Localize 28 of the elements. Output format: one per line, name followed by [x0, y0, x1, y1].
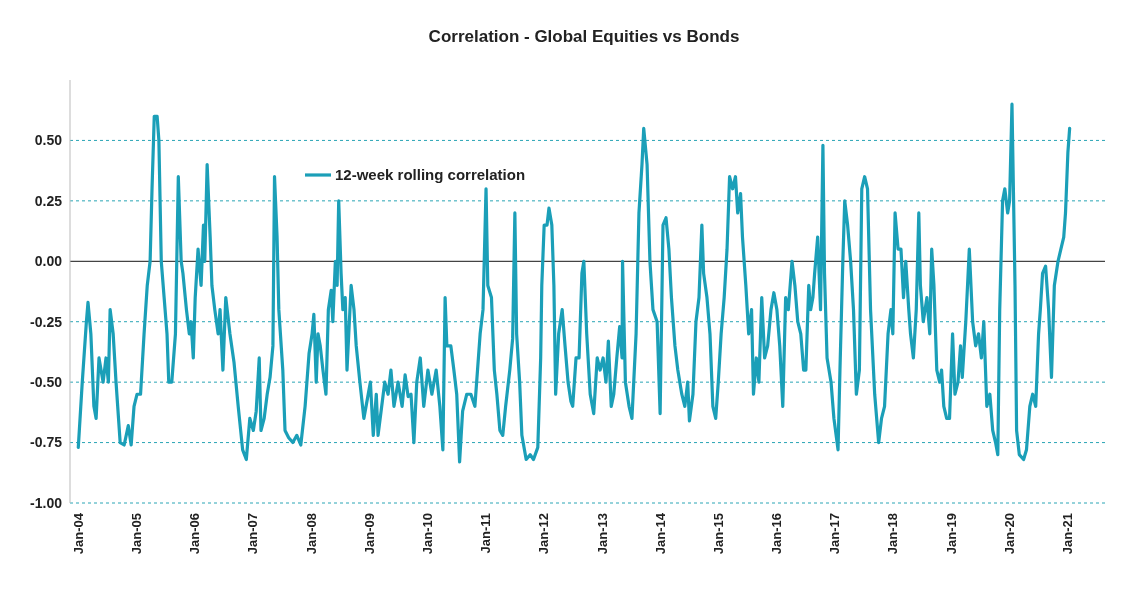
- x-tick-label: Jan-14: [652, 512, 668, 555]
- x-tick-label: Jan-15: [710, 513, 726, 555]
- x-tick-label: Jan-08: [303, 513, 319, 555]
- y-tick-label: 0.00: [34, 253, 63, 270]
- x-tick-label: Jan-20: [1001, 513, 1017, 555]
- x-tick-label: Jan-16: [768, 513, 784, 555]
- y-tick-label: -1.00: [30, 494, 63, 511]
- x-tick-label: Jan-09: [361, 513, 377, 555]
- y-tick-label: -0.25: [30, 313, 63, 330]
- x-tick-label: Jan-06: [187, 513, 203, 555]
- x-tick-label: Jan-11: [478, 513, 494, 554]
- x-tick-label: Jan-05: [129, 513, 145, 555]
- x-tick-label: Jan-18: [885, 513, 901, 555]
- x-tick-label: Jan-21: [1059, 513, 1075, 555]
- y-tick-label: -0.75: [30, 434, 63, 451]
- line-series: [76, 102, 1072, 464]
- y-tick-label: 0.25: [34, 192, 63, 209]
- x-tick-label: Jan-19: [943, 513, 959, 555]
- x-tick-label: Jan-04: [70, 512, 86, 555]
- x-tick-label: Jan-17: [827, 513, 843, 555]
- y-tick-label: 0.50: [34, 132, 63, 149]
- chart-title: Correlation - Global Equities vs Bonds: [428, 27, 740, 46]
- x-tick-label: Jan-07: [245, 513, 261, 555]
- x-tick-label: Jan-10: [419, 513, 435, 555]
- x-tick-label: Jan-12: [536, 513, 552, 555]
- x-tick-label: Jan-13: [594, 513, 610, 555]
- legend-label: 12-week rolling correlation: [335, 166, 526, 184]
- y-tick-label: -0.50: [30, 374, 63, 391]
